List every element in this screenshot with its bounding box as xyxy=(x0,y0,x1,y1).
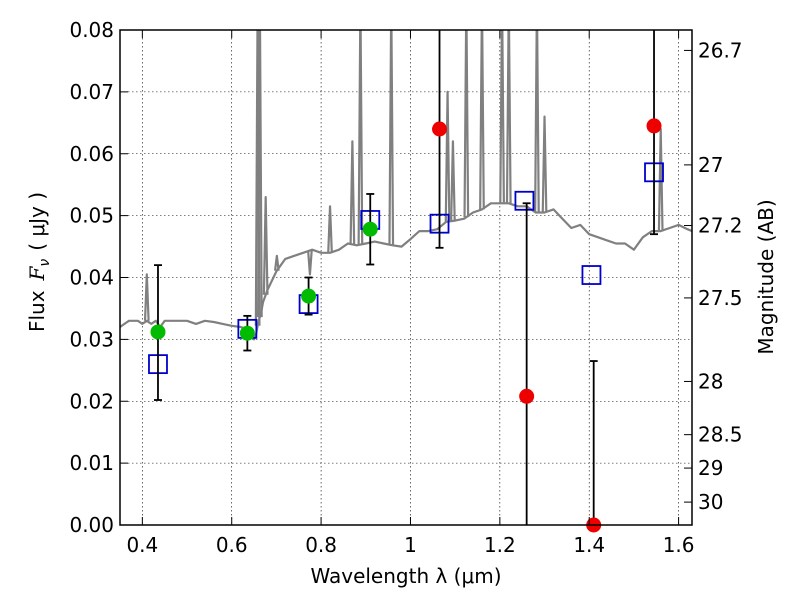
y2-tick-label: 30 xyxy=(698,490,723,514)
detection-point xyxy=(362,221,378,237)
y2-tick-label: 28.5 xyxy=(698,423,743,447)
emission-line-peak xyxy=(307,250,313,276)
x-tick-label: 1.4 xyxy=(573,533,605,557)
y-tick-label: 0.07 xyxy=(69,80,114,104)
y2-tick-label: 27 xyxy=(698,153,723,177)
y-tick-label: 0.02 xyxy=(69,389,114,413)
emission-line-peak xyxy=(541,115,548,213)
emission-line-peak xyxy=(357,30,364,245)
y-tick-label: 0.08 xyxy=(69,18,114,42)
axes-ticks: 0.4 0.6 0.8 1 1.2 1.4 1.6 0.00 0.01 0.02 0.03 0.04 0… xyxy=(69,18,742,557)
model-square-point xyxy=(581,265,602,285)
emission-line-peak xyxy=(450,140,456,221)
limit-point xyxy=(646,118,662,134)
y-tick-label: 0.06 xyxy=(69,142,114,166)
model-square-point xyxy=(514,190,535,211)
emission-line-peak xyxy=(143,273,150,321)
emission-line-peak xyxy=(256,30,263,318)
detection-point xyxy=(301,288,317,304)
x-tick-label: 1 xyxy=(404,533,417,557)
emission-line-peak xyxy=(327,205,333,253)
plot-area xyxy=(120,30,692,341)
emission-line-peak xyxy=(262,195,269,295)
y-axis-title: FluxFν( μJy ) xyxy=(25,192,53,332)
detection-point xyxy=(239,325,255,341)
emission-line-peak xyxy=(505,30,512,204)
x-tick-label: 0.8 xyxy=(305,533,337,557)
spectrum-line xyxy=(120,202,692,341)
limit-point xyxy=(432,121,448,137)
x-tick-label: 0.4 xyxy=(126,533,158,557)
y2-tick-label: 26.7 xyxy=(698,38,743,62)
emission-line-peak xyxy=(388,30,395,246)
y-tick-label: 0.00 xyxy=(69,513,114,537)
emission-line-peak xyxy=(499,30,505,204)
y-tick-label: 0.03 xyxy=(69,327,114,351)
y2-tick-label: 27.5 xyxy=(698,286,743,310)
emission-line-peak xyxy=(444,90,451,222)
detection-point xyxy=(150,324,166,340)
emission-line-peak xyxy=(534,30,540,213)
x-axis-title: Wavelength λ (μm) xyxy=(310,564,501,588)
y2-tick-label: 29 xyxy=(698,456,723,480)
markers xyxy=(148,30,664,533)
emission-line-peak xyxy=(273,254,280,271)
plot-frame xyxy=(119,29,693,526)
y2-tick-label: 28 xyxy=(698,369,723,393)
y2-tick-label: 27.2 xyxy=(698,214,743,238)
y2-axis-title: Magnitude (AB) xyxy=(754,199,778,354)
emission-line-peak xyxy=(463,30,470,218)
limit-point xyxy=(519,388,535,404)
emission-line-peak xyxy=(349,140,356,245)
y-tick-label: 0.05 xyxy=(69,204,114,228)
x-tick-label: 1.2 xyxy=(484,533,516,557)
x-tick-label: 1.6 xyxy=(663,533,695,557)
y-tick-label: 0.04 xyxy=(69,266,114,290)
grid xyxy=(120,29,692,526)
y-tick-label: 0.01 xyxy=(69,451,114,475)
emission-line-peak xyxy=(479,30,485,210)
x-tick-label: 0.6 xyxy=(216,533,248,557)
